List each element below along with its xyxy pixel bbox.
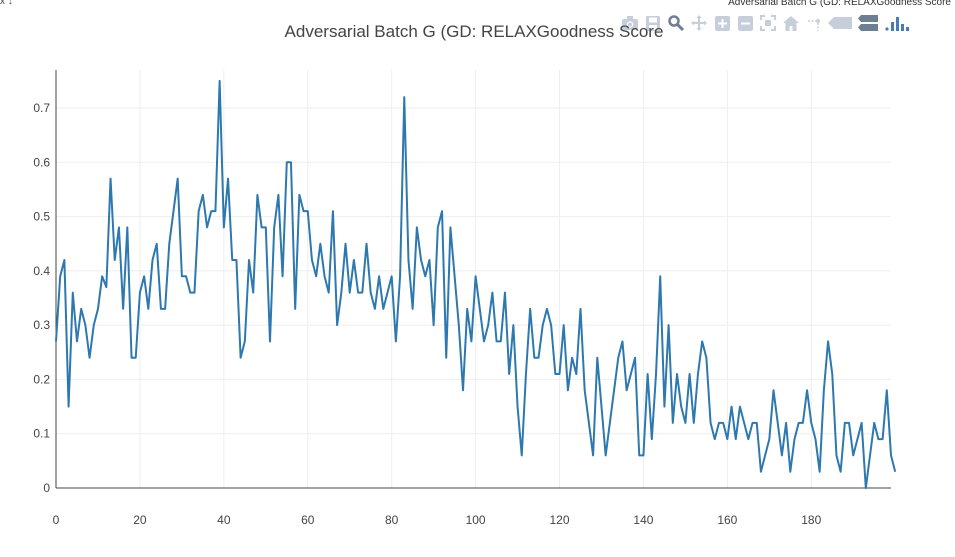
hover-compare-icon[interactable] [856,13,880,33]
y-tick-label: 0.2 [33,372,50,386]
y-tick-label: 0.5 [33,210,50,224]
x-tick-label: 80 [385,513,399,527]
y-axis-ticks: 0 0.1 0.2 0.3 0.4 0.5 0.6 0.7 [33,101,50,495]
y-tick-label: 0.1 [33,427,50,441]
modebar [620,12,911,34]
save-icon[interactable] [643,13,663,33]
x-tick-label: 120 [550,513,570,527]
axes [55,70,891,489]
series-line[interactable] [55,79,897,489]
x-tick-label: 100 [466,513,486,527]
pan-icon[interactable] [689,13,709,33]
window-title: Adversarial Batch G (GD: RELAXGoodness S… [728,0,951,8]
window-controls[interactable]: x ↓ [0,0,13,7]
x-tick-label: 140 [633,513,653,527]
x-axis-ticks: 0 20 40 60 80 100 120 140 160 180 [53,513,822,527]
chart-title: Adversarial Batch G (GD: RELAXGoodness S… [284,22,664,41]
y-tick-label: 0 [43,481,50,495]
y-tick-label: 0.6 [33,155,50,169]
x-tick-label: 20 [133,513,147,527]
home-icon[interactable] [781,13,801,33]
y-tick-label: 0.4 [33,264,50,278]
plotly-logo-icon[interactable] [883,13,911,33]
x-tick-label: 160 [717,513,737,527]
zoom-icon[interactable] [666,13,686,33]
series-layer [55,79,897,489]
grid-lines [56,70,891,488]
hover-closest-icon[interactable] [827,13,853,33]
spike-lines-icon[interactable] [804,13,824,33]
x-tick-label: 40 [217,513,231,527]
camera-icon[interactable] [620,13,640,33]
y-tick-label: 0.3 [33,318,50,332]
x-tick-label: 180 [801,513,821,527]
x-tick-label: 60 [301,513,315,527]
autoscale-icon[interactable] [758,13,778,33]
zoom-in-icon[interactable] [712,13,732,33]
x-tick-label: 0 [53,513,60,527]
zoom-out-icon[interactable] [735,13,755,33]
y-tick-label: 0.7 [33,101,50,115]
window-top-bar: x ↓ Adversarial Batch G (GD: RELAXGoodne… [0,0,955,10]
